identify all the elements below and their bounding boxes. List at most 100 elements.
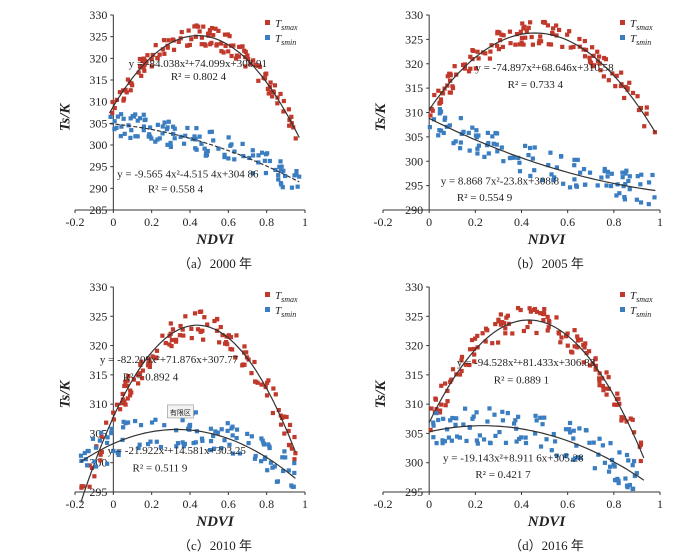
- data-point-Tsmax: [450, 367, 456, 372]
- data-point-Tsmin: [431, 423, 436, 428]
- data-point-Tsmin: [523, 440, 529, 446]
- data-point-Tsmin: [551, 431, 556, 437]
- data-point-Tsmin: [431, 117, 437, 122]
- data-point-Tsmin: [623, 181, 628, 187]
- data-point-Tsmax: [203, 43, 208, 48]
- panel-caption: （a）2000 年: [178, 256, 252, 271]
- data-point-Tsmin: [193, 440, 198, 445]
- data-point-Tsmax: [205, 322, 210, 327]
- data-point-Tsmin: [609, 457, 615, 463]
- x-tick-label: -0.2: [66, 215, 85, 229]
- data-point-Tsmin: [613, 478, 619, 483]
- data-point-Tsmax: [255, 63, 260, 68]
- legend-marker-Tsmax: [620, 292, 625, 297]
- data-point-Tsmax: [545, 314, 550, 319]
- y-tick-label: 290: [405, 203, 423, 217]
- data-point-Tsmax: [228, 346, 233, 352]
- y-tick-label: 305: [89, 116, 107, 130]
- data-point-Tsmax: [510, 331, 515, 336]
- data-point-Tsmax: [529, 34, 534, 40]
- data-point-Tsmin: [281, 168, 286, 173]
- data-point-Tsmin: [208, 438, 214, 444]
- panel-caption: （d）2016 年: [509, 538, 584, 553]
- data-point-Tsmin: [119, 124, 124, 129]
- data-point-Tsmin: [259, 436, 264, 441]
- data-point-Tsmin: [205, 148, 210, 154]
- data-point-Tsmax: [467, 362, 472, 368]
- data-point-Tsmax: [604, 392, 609, 397]
- data-point-Tsmin: [533, 431, 538, 436]
- data-point-Tsmax: [165, 45, 170, 50]
- data-point-Tsmax: [557, 27, 562, 33]
- data-point-Tsmin: [581, 167, 587, 172]
- legend-marker-Tsmax: [620, 20, 625, 25]
- data-point-Tsmin: [507, 155, 513, 161]
- data-point-Tsmin: [620, 175, 625, 180]
- data-point-Tsmax: [121, 98, 126, 103]
- data-point-Tsmin: [289, 185, 295, 190]
- x-tick-label: 0.4: [183, 215, 198, 229]
- data-point-Tsmax: [237, 44, 242, 50]
- data-point-Tsmax: [150, 52, 155, 58]
- data-point-Tsmax: [638, 458, 643, 464]
- legend-marker-Tsmin: [265, 35, 270, 40]
- data-point-Tsmin: [295, 184, 300, 189]
- y-tick-label: 320: [89, 51, 107, 65]
- data-point-Tsmax: [202, 315, 207, 320]
- data-point-Tsmax: [622, 95, 627, 101]
- x-tick-label: 0.2: [468, 215, 483, 229]
- data-point-Tsmax: [168, 321, 173, 326]
- y-tick-label: 310: [89, 95, 107, 109]
- data-point-Tsmin: [434, 411, 439, 416]
- data-point-Tsmax: [225, 342, 230, 347]
- data-point-Tsmin: [533, 413, 538, 418]
- data-point-Tsmax: [209, 25, 215, 31]
- data-point-Tsmin: [135, 118, 140, 123]
- data-point-Tsmin: [272, 464, 277, 469]
- data-point-Tsmax: [137, 371, 143, 376]
- data-point-Tsmin: [511, 421, 517, 426]
- data-point-Tsmax: [270, 410, 275, 416]
- data-point-Tsmax: [170, 327, 176, 332]
- data-point-Tsmax: [122, 399, 127, 404]
- data-point-Tsmax: [593, 367, 598, 372]
- data-point-Tsmin: [540, 177, 545, 183]
- data-point-Tsmax: [273, 392, 278, 397]
- data-point-Tsmin: [112, 127, 117, 132]
- data-point-Tsmax: [627, 80, 632, 85]
- data-point-Tsmin: [265, 151, 270, 156]
- data-point-Tsmin: [133, 112, 138, 117]
- data-point-Tsmin: [256, 153, 261, 158]
- data-point-Tsmax: [136, 70, 141, 75]
- data-point-Tsmax: [565, 343, 570, 348]
- data-point-Tsmin: [137, 442, 142, 447]
- data-point-Tsmax: [135, 372, 140, 378]
- data-point-Tsmin: [575, 157, 580, 162]
- data-point-Tsmin: [616, 478, 621, 483]
- data-point-Tsmin: [631, 459, 637, 464]
- data-point-Tsmax: [253, 62, 258, 67]
- data-point-Tsmax: [586, 349, 592, 354]
- data-point-Tsmax: [256, 78, 261, 83]
- data-point-Tsmax: [433, 397, 438, 402]
- data-point-Tsmax: [554, 315, 559, 320]
- data-point-Tsmax: [448, 90, 453, 95]
- data-point-Tsmax: [112, 105, 117, 111]
- data-point-Tsmin: [494, 131, 500, 136]
- data-point-Tsmax: [472, 352, 477, 357]
- data-point-Tsmax: [233, 355, 238, 360]
- data-point-Tsmax: [503, 331, 508, 336]
- data-point-Tsmax: [245, 53, 250, 58]
- data-point-Tsmax: [558, 340, 563, 345]
- y-tick-label: 330: [405, 280, 423, 294]
- data-point-Tsmax: [205, 31, 211, 36]
- data-point-Tsmax: [123, 402, 128, 407]
- data-point-Tsmax: [545, 23, 551, 28]
- data-point-Tsmax: [528, 20, 533, 25]
- data-point-Tsmax: [140, 58, 145, 64]
- data-point-Tsmin: [105, 440, 110, 446]
- data-point-Tsmax: [211, 33, 216, 38]
- data-point-Tsmax: [293, 451, 298, 456]
- y-axis-label: Ts/K: [373, 103, 389, 132]
